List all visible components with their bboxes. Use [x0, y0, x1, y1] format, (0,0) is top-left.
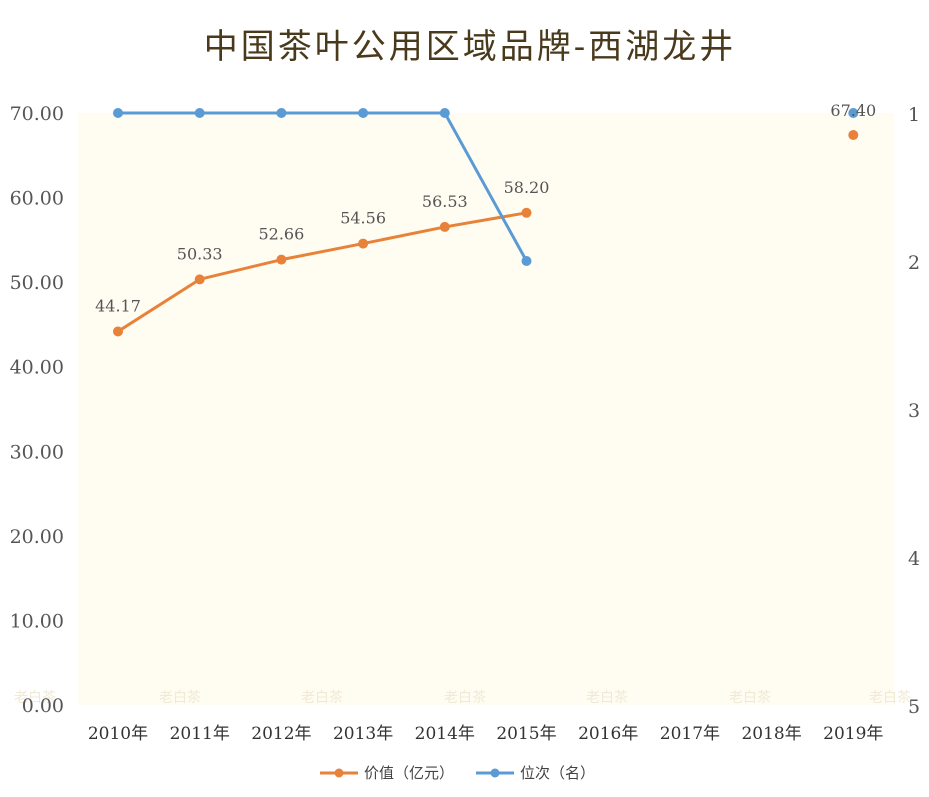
watermark-text: 老白茶	[159, 690, 201, 706]
y-right-tick-label: 3	[908, 400, 920, 422]
x-tick-label: 2013年	[333, 724, 393, 744]
data-point	[848, 108, 859, 118]
data-point	[113, 326, 123, 337]
legend-swatch-marker	[490, 768, 500, 778]
data-point	[358, 108, 369, 118]
y-left-tick-label: 40.00	[10, 357, 64, 379]
y-left-tick-label: 60.00	[10, 188, 64, 210]
y-left-tick-label: 30.00	[10, 441, 64, 463]
data-point	[194, 274, 205, 285]
x-tick-label: 2016年	[578, 724, 638, 744]
y-right-tick-label: 1	[908, 104, 920, 126]
y-left-tick-label: 0.00	[22, 695, 64, 717]
data-label: 52.66	[258, 225, 304, 244]
watermark-text: 老白茶	[729, 690, 771, 706]
watermark-text: 老白茶	[301, 690, 343, 706]
data-point	[194, 108, 205, 118]
data-point	[113, 108, 123, 118]
x-tick-label: 2014年	[415, 724, 475, 744]
data-point	[521, 256, 532, 266]
legend-entry: 位次（名）	[520, 764, 595, 782]
x-tick-label: 2010年	[88, 724, 148, 744]
data-label: 54.56	[340, 209, 386, 228]
data-point	[276, 254, 287, 265]
data-point	[439, 108, 450, 118]
x-tick-label: 2012年	[251, 724, 311, 744]
series-line	[116, 111, 528, 263]
series-line	[116, 211, 528, 333]
x-tick-label: 2015年	[496, 724, 556, 744]
data-label: 44.17	[95, 296, 141, 315]
x-tick-label: 2017年	[660, 724, 720, 744]
legend-swatch-marker	[334, 768, 344, 778]
y-left-tick-label: 20.00	[10, 526, 64, 548]
data-point	[521, 207, 532, 218]
data-point	[358, 238, 369, 249]
legend-entry: 价值（亿元）	[364, 764, 454, 782]
watermark-text: 老白茶	[444, 690, 486, 706]
plot-background	[78, 113, 894, 705]
chart-title: 中国茶叶公用区域品牌-西湖龙井	[204, 27, 737, 67]
y-left-tick-label: 50.00	[10, 272, 64, 294]
y-right-tick-label: 5	[908, 696, 920, 718]
watermark-text: 老白茶	[869, 690, 911, 706]
x-tick-label: 2018年	[741, 724, 801, 744]
data-label: 50.33	[177, 244, 223, 263]
watermark-text: 老白茶	[586, 690, 628, 706]
data-point	[439, 221, 450, 232]
data-label: 67.40	[830, 101, 876, 120]
y-right-tick-label: 2	[908, 252, 920, 274]
data-point	[848, 129, 859, 140]
y-left-tick-label: 10.00	[10, 610, 64, 632]
x-tick-label: 2019年	[823, 724, 883, 744]
watermark-text: 老白茶	[14, 690, 56, 706]
y-right-tick-label: 4	[908, 548, 920, 570]
data-point	[276, 108, 287, 118]
y-left-tick-label: 70.00	[10, 103, 64, 125]
x-tick-label: 2011年	[170, 724, 230, 744]
data-label: 58.20	[504, 178, 550, 197]
data-label: 56.53	[422, 192, 468, 211]
